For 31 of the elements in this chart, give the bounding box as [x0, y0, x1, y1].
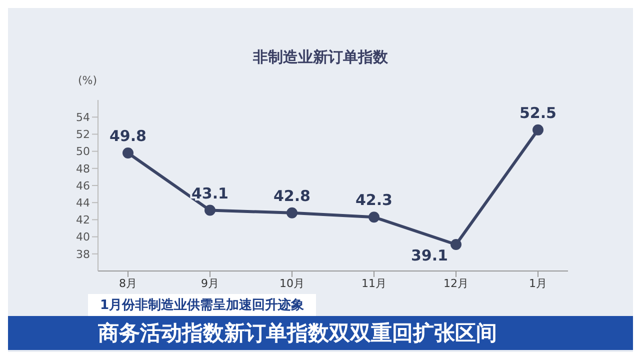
y-tick-label: 40 [76, 230, 90, 244]
data-label: 42.8 [273, 186, 311, 205]
y-tick-label: 44 [76, 196, 90, 210]
y-tick-label: 42 [76, 214, 90, 227]
y-axis-title: (%) [78, 74, 98, 87]
data-label: 39.1 [410, 246, 448, 264]
y-tick-label: 46 [76, 179, 90, 192]
x-tick-label: 9月 [201, 276, 219, 290]
y-tick-label: 48 [76, 162, 90, 176]
y-tick-label: 38 [76, 248, 90, 261]
x-tick-label: 12月 [444, 276, 468, 290]
data-label: 43.1 [191, 184, 229, 202]
point [450, 238, 462, 250]
x-tick-label: 8月 [119, 276, 137, 290]
x-tick-label: 1月 [529, 276, 547, 290]
data-label: 49.8 [109, 127, 147, 146]
point [368, 212, 380, 223]
x-tick-label: 11月 [362, 276, 386, 290]
text: 1月份非制造业供需呈加速回升迹象 [88, 294, 316, 316]
point [204, 204, 216, 216]
text: 商务活动指数新订单指数双双重回扩张区间 [8, 316, 633, 350]
point [286, 207, 298, 218]
y-tick-label: 52 [76, 128, 90, 142]
y-tick-label: 50 [76, 145, 90, 158]
data-label: 42.3 [355, 191, 393, 210]
point [532, 124, 544, 136]
y-tick-label: 54 [76, 111, 90, 124]
point [122, 148, 134, 159]
x-tick-label: 10月 [280, 276, 304, 290]
data-label: 52.5 [519, 104, 557, 122]
chart-title: 非制造业新订单指数 [252, 48, 389, 67]
